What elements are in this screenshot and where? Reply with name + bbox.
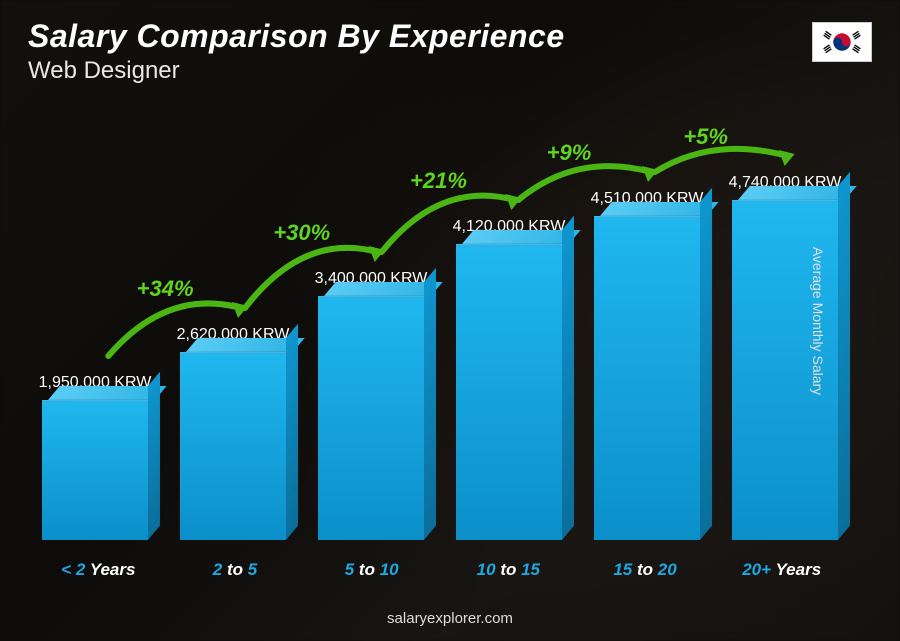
bar (318, 296, 425, 540)
x-axis-label: 15 to 20 (577, 560, 714, 580)
country-flag-kr (812, 22, 872, 62)
x-axis-label: 2 to 5 (167, 560, 304, 580)
bar (42, 400, 149, 540)
flag-icon (813, 22, 871, 62)
pct-increase-badge: +5% (683, 124, 728, 150)
chart-area: 1,950,000 KRW2,620,000 KRW3,400,000 KRW4… (30, 110, 850, 580)
chart-container: Salary Comparison By Experience Web Desi… (0, 0, 900, 641)
pct-increase-badge: +34% (137, 276, 194, 302)
pct-increase-badge: +30% (273, 220, 330, 246)
bar-slot: 2,620,000 KRW (168, 326, 298, 540)
x-axis-labels: < 2 Years2 to 55 to 1010 to 1515 to 2020… (30, 560, 850, 580)
header: Salary Comparison By Experience Web Desi… (28, 18, 565, 85)
bar-slot: 4,120,000 KRW (444, 218, 574, 540)
x-axis-label: 5 to 10 (303, 560, 440, 580)
pct-increase-badge: +21% (410, 168, 467, 194)
page-title: Salary Comparison By Experience (28, 18, 565, 55)
bar-slot: 4,510,000 KRW (582, 190, 712, 540)
footer-credit: salaryexplorer.com (0, 610, 900, 627)
bar-slot: 3,400,000 KRW (306, 270, 436, 540)
x-axis-label: < 2 Years (30, 560, 167, 580)
bar (594, 216, 701, 540)
y-axis-label: Average Monthly Salary (810, 246, 826, 394)
bar-slot: 1,950,000 KRW (30, 374, 160, 540)
bar (180, 352, 287, 540)
pct-increase-badge: +9% (547, 140, 592, 166)
x-axis-label: 10 to 15 (440, 560, 577, 580)
page-subtitle: Web Designer (28, 57, 565, 85)
bar (456, 244, 563, 540)
x-axis-label: 20+ Years (713, 560, 850, 580)
bar-slot: 4,740,000 KRW (720, 174, 850, 540)
